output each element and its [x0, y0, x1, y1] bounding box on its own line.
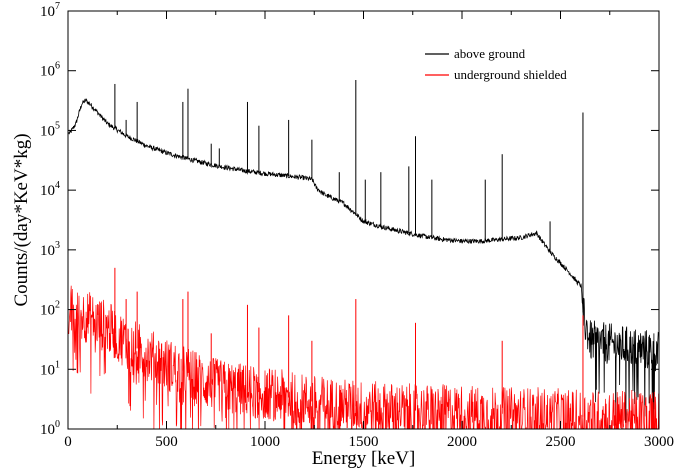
y-tick-label: 107 [40, 1, 60, 20]
x-axis-title: Energy [keV] [312, 448, 416, 469]
x-tick-label: 2500 [546, 434, 576, 450]
x-tick-label: 500 [155, 434, 178, 450]
y-tick-label: 100 [40, 419, 60, 438]
y-tick-label: 106 [40, 61, 60, 80]
x-tick-label: 2000 [447, 434, 477, 450]
series-above-ground [68, 79, 659, 427]
y-tick-label: 102 [40, 300, 60, 319]
data-layer [68, 79, 659, 429]
x-tick-label: 1500 [349, 434, 379, 450]
y-axis-title: Counts/(day*KeV*kg) [11, 133, 32, 306]
y-tick-label: 105 [40, 120, 60, 139]
x-tick-label: 1000 [250, 434, 280, 450]
x-tick-label: 0 [64, 434, 72, 450]
legend-label-above-ground: above ground [454, 46, 526, 61]
tick-layer: 0 500 1000 1500 2000 2500 3000 100 101 102 103 104 1… [40, 1, 674, 450]
x-tick-label: 3000 [644, 434, 674, 450]
y-tick-label: 101 [40, 359, 60, 378]
y-tick-label: 103 [40, 240, 60, 259]
y-tick-label: 104 [40, 180, 60, 199]
series-underground-shielded [68, 267, 659, 429]
legend-label-underground-shielded: underground shielded [454, 67, 567, 82]
series-line-above-ground [68, 98, 659, 427]
legend: above ground underground shielded [425, 46, 567, 82]
series-line-underground-shielded [68, 285, 659, 429]
